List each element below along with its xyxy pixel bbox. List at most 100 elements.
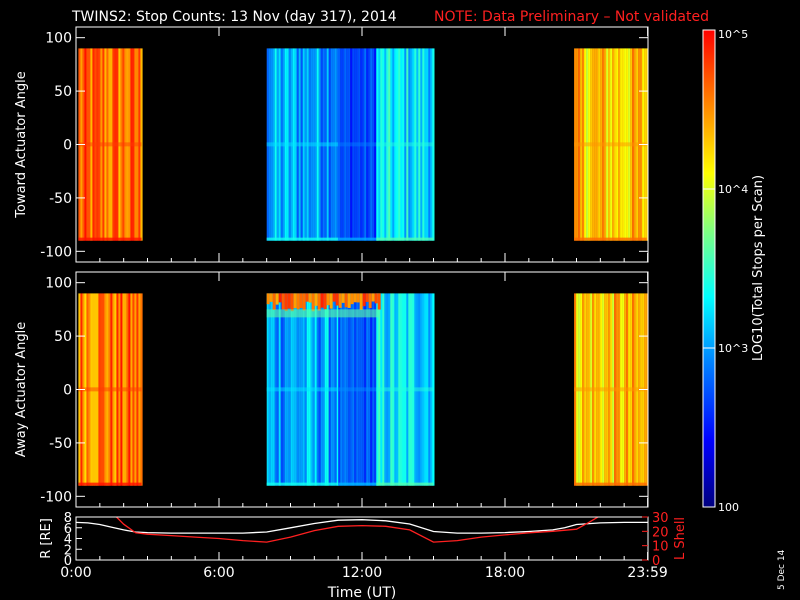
high-count-cell [308,293,312,303]
high-count-cell [347,293,351,308]
high-count-cell [287,293,291,309]
chart-note: NOTE: Data Preliminary – Not validated [434,9,709,25]
date-stamp: 5 Dec 14 [777,549,787,590]
high-count-cell [320,293,324,308]
chart-title: TWINS2: Stop Counts: 13 Nov (day 317), 2… [71,9,397,25]
edge-band [574,482,647,486]
zero-angle-band [266,142,339,147]
high-count-cell [314,293,318,306]
edge-band [376,237,434,241]
high-count-cell [278,293,282,303]
zero-angle-band [338,142,377,147]
left-y-tick-label: 8 [64,511,72,526]
high-count-cell [290,293,294,312]
heatmap-segment [78,293,143,486]
high-count-cell [302,293,306,311]
colorbar-tick-label: 100 [718,501,739,514]
high-count-cell [359,293,363,310]
colorbar-ticks: 100 10^3 10^4 10^5 [703,28,748,514]
x-tick-label: 0:00 [60,565,91,581]
x-tick-label: 12:00 [342,565,382,581]
heatmap-segment [338,293,379,486]
zero-angle-band [574,387,647,392]
high-count-cell [299,293,303,309]
heatmap-segment [78,48,143,241]
high-count-cell [323,293,327,310]
colorbar: 100 10^3 10^4 10^5 LOG10(Total Stops per Sc… [702,28,766,514]
colorbar-tick-label: 10^5 [718,28,748,41]
heatmap-cells [78,48,649,241]
left-y-tick-label: 4 [64,533,72,548]
high-count-cell [350,293,354,305]
high-count-cell [377,293,381,310]
colorbar-label: LOG10(Total Stops per Scan) [751,175,766,361]
y-tick-label: 50 [54,329,72,345]
x-tick-label: 6:00 [203,565,234,581]
y-tick-label: -50 [49,191,72,207]
zero-angle-band [376,142,434,147]
x-tick-label: 18:00 [485,565,525,581]
high-count-cell [362,293,366,307]
colorbar-tick-label: 10^3 [718,342,748,355]
y-tick-label: 100 [45,31,72,47]
high-count-cell [335,293,339,306]
right-y-tick-label: 30 [652,511,669,526]
zero-angle-band [376,387,434,392]
edge-band [574,237,647,241]
edge-band [376,482,434,486]
high-count-band [266,309,379,318]
y-tick-label: -50 [49,436,72,452]
x-tick-label: 23:59 [627,565,667,581]
zero-angle-band [338,387,377,392]
zero-angle-band [78,387,142,392]
high-count-cell [329,293,333,309]
heatmap-segment [338,48,379,241]
heatmap-segment [376,48,435,241]
away-angle-panel: 100 50 0 -50 -100 Away Actuator Angle [14,271,649,508]
left-y-tick-label: 2 [64,543,72,558]
heatmap-segment [376,293,435,486]
y-tick-label: -100 [40,244,72,260]
y-tick-label: 50 [54,84,72,100]
edge-band [78,482,142,486]
high-count-cell [272,293,276,310]
edge-band [266,482,339,486]
left-y-tick-label: 6 [64,522,72,537]
y-tick-label: -100 [40,489,72,505]
heatmap-segment [574,48,649,241]
x-axis-label: Time (UT) [327,585,396,600]
radius-line [76,519,648,534]
zero-angle-band [574,142,647,147]
toward-angle-panel: 100 50 0 -50 -100 Toward Actuator Angle [14,26,649,263]
high-count-cell [293,293,297,309]
edge-band [78,237,142,241]
colorbar-gradient [702,29,716,508]
heatmap-cells [78,293,649,486]
zero-angle-band [266,387,339,392]
y-axis-label: Away Actuator Angle [14,322,29,457]
heatmap-segment [266,293,339,486]
high-count-cell [311,293,315,312]
high-count-cell [296,293,300,310]
high-count-cell [374,293,378,304]
high-count-cell [275,293,279,305]
right-y-tick-label: 0 [652,554,660,569]
high-count-cell [344,293,348,308]
right-y-tick-label: 20 [652,525,669,540]
high-count-cell [365,293,369,302]
l-shell-line [116,517,600,543]
high-count-cell [281,293,285,310]
high-count-cell [332,293,336,302]
high-count-cell [353,293,357,303]
high-count-cell [368,293,372,309]
high-count-cell [317,293,321,311]
y-tick-label: 0 [63,138,72,154]
heatmap-segment [266,48,339,241]
y-tick-label: 0 [63,383,72,399]
heatmap-segment [574,293,649,486]
high-count-cell [284,293,288,312]
high-count-cell [269,293,273,302]
edge-band [266,237,339,241]
